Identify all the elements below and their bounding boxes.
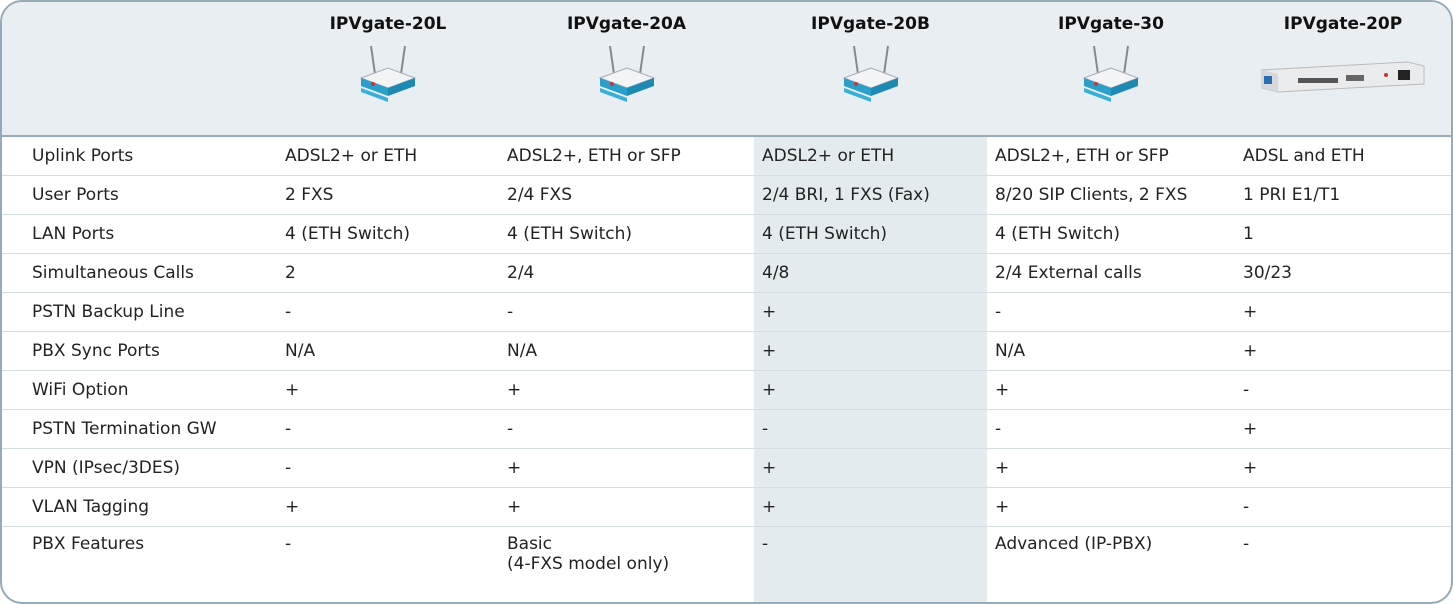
cell: + xyxy=(754,293,987,332)
cell: - xyxy=(987,293,1235,332)
router-image xyxy=(353,44,423,104)
cell: ADSL2+, ETH or SFP xyxy=(987,136,1235,176)
corner xyxy=(2,2,277,136)
row-label: Simultaneous Calls xyxy=(2,254,277,293)
cell: - xyxy=(754,410,987,449)
model-name: IPVgate-30 xyxy=(987,14,1235,34)
table-row: PBX Features-Basic (4-FXS model only)-Ad… xyxy=(2,527,1451,604)
cell: - xyxy=(1235,371,1451,410)
cell: + xyxy=(754,371,987,410)
model-name: IPVgate-20P xyxy=(1235,14,1451,34)
cell: + xyxy=(987,449,1235,488)
model-name: IPVgate-20A xyxy=(499,14,754,34)
cell: + xyxy=(1235,410,1451,449)
cell: - xyxy=(277,449,499,488)
row-label: PBX Features xyxy=(2,527,277,604)
table-row: PSTN Termination GW----+ xyxy=(2,410,1451,449)
cell: N/A xyxy=(499,332,754,371)
cell: ADSL2+ or ETH xyxy=(277,136,499,176)
cell: + xyxy=(987,488,1235,527)
cell: ADSL2+ or ETH xyxy=(754,136,987,176)
table-row: VPN (IPsec/3DES)-++++ xyxy=(2,449,1451,488)
table-row: WiFi Option++++- xyxy=(2,371,1451,410)
cell: - xyxy=(987,410,1235,449)
cell: 4 (ETH Switch) xyxy=(499,215,754,254)
cell: Basic (4-FXS model only) xyxy=(499,527,754,604)
row-label: PSTN Termination GW xyxy=(2,410,277,449)
column-header: IPVgate-20B xyxy=(754,2,987,136)
cell: - xyxy=(499,410,754,449)
cell: N/A xyxy=(987,332,1235,371)
cell: + xyxy=(754,332,987,371)
cell: 1 PRI E1/T1 xyxy=(1235,176,1451,215)
cell: 1 xyxy=(1235,215,1451,254)
column-header: IPVgate-20L xyxy=(277,2,499,136)
cell: + xyxy=(499,371,754,410)
cell: + xyxy=(499,488,754,527)
row-label: PSTN Backup Line xyxy=(2,293,277,332)
cell: - xyxy=(277,293,499,332)
cell: + xyxy=(499,449,754,488)
row-label: VPN (IPsec/3DES) xyxy=(2,449,277,488)
cell: 2 FXS xyxy=(277,176,499,215)
cell: + xyxy=(1235,449,1451,488)
cell: Advanced (IP-PBX) xyxy=(987,527,1235,604)
rack-image xyxy=(1258,44,1428,94)
cell: - xyxy=(277,527,499,604)
cell: + xyxy=(1235,332,1451,371)
cell: + xyxy=(1235,293,1451,332)
cell: - xyxy=(1235,488,1451,527)
cell: N/A xyxy=(277,332,499,371)
cell: 2 xyxy=(277,254,499,293)
model-name: IPVgate-20L xyxy=(277,14,499,34)
cell: 4 (ETH Switch) xyxy=(277,215,499,254)
cell: ADSL and ETH xyxy=(1235,136,1451,176)
cell: - xyxy=(499,293,754,332)
cell: + xyxy=(277,371,499,410)
cell: - xyxy=(277,410,499,449)
model-name: IPVgate-20B xyxy=(754,14,987,34)
row-label: VLAN Tagging xyxy=(2,488,277,527)
cell: - xyxy=(1235,527,1451,604)
cell: 2/4 FXS xyxy=(499,176,754,215)
cell: 8/20 SIP Clients, 2 FXS xyxy=(987,176,1235,215)
cell: 30/23 xyxy=(1235,254,1451,293)
cell: 2/4 BRI, 1 FXS (Fax) xyxy=(754,176,987,215)
cell: + xyxy=(754,488,987,527)
cell: - xyxy=(754,527,987,604)
table-row: PSTN Backup Line--+-+ xyxy=(2,293,1451,332)
cell: 4/8 xyxy=(754,254,987,293)
cell: 4 (ETH Switch) xyxy=(987,215,1235,254)
row-label: PBX Sync Ports xyxy=(2,332,277,371)
router-image xyxy=(592,44,662,104)
router-image xyxy=(836,44,906,104)
row-label: LAN Ports xyxy=(2,215,277,254)
row-label: Uplink Ports xyxy=(2,136,277,176)
column-header: IPVgate-30 xyxy=(987,2,1235,136)
cell: + xyxy=(277,488,499,527)
cell: + xyxy=(754,449,987,488)
cell: ADSL2+, ETH or SFP xyxy=(499,136,754,176)
row-label: WiFi Option xyxy=(2,371,277,410)
table-row: VLAN Tagging++++- xyxy=(2,488,1451,527)
cell: + xyxy=(987,371,1235,410)
column-header: IPVgate-20P xyxy=(1235,2,1451,136)
cell: 2/4 xyxy=(499,254,754,293)
cell: 4 (ETH Switch) xyxy=(754,215,987,254)
column-header: IPVgate-20A xyxy=(499,2,754,136)
cell: 2/4 External calls xyxy=(987,254,1235,293)
router-image xyxy=(1076,44,1146,104)
row-label: User Ports xyxy=(2,176,277,215)
